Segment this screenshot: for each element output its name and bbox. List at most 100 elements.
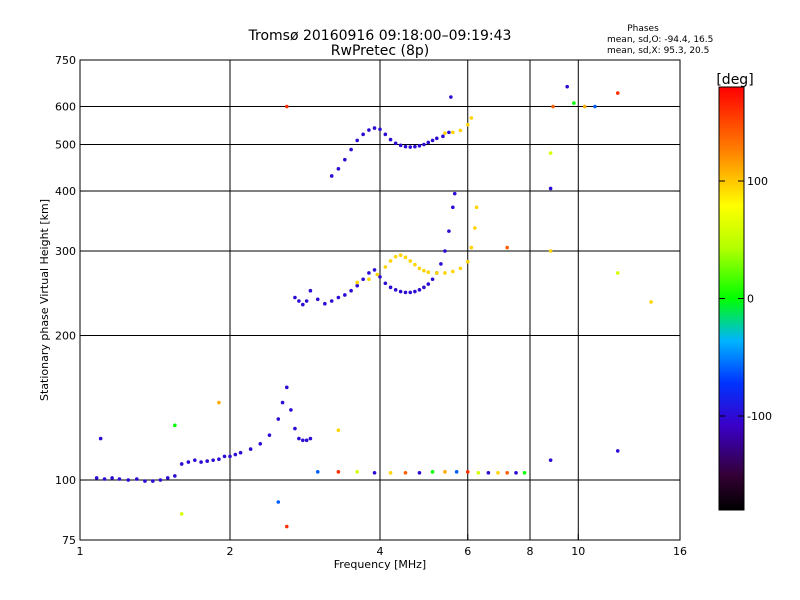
data-point bbox=[496, 471, 500, 475]
data-point bbox=[289, 408, 293, 412]
data-point bbox=[361, 277, 365, 282]
data-point bbox=[443, 131, 447, 135]
chart-title: Tromsø 20160916 09:18:00–09:19:43 bbox=[248, 28, 512, 44]
data-point bbox=[505, 245, 509, 250]
data-point bbox=[388, 471, 393, 475]
data-point bbox=[426, 140, 431, 145]
data-point bbox=[572, 101, 576, 105]
data-point bbox=[417, 288, 422, 292]
data-point bbox=[422, 268, 426, 273]
y-tick-label: 300 bbox=[55, 245, 76, 258]
data-point bbox=[205, 459, 209, 463]
data-point bbox=[304, 438, 309, 443]
data-point bbox=[422, 285, 426, 290]
data-point bbox=[615, 271, 620, 275]
data-point bbox=[94, 476, 99, 480]
data-point bbox=[615, 449, 620, 453]
data-point bbox=[173, 423, 177, 428]
data-point bbox=[443, 271, 447, 275]
data-point bbox=[443, 470, 447, 474]
stats-heading: Phases bbox=[627, 24, 659, 34]
colorbar-ticks: 100 0 -100 bbox=[719, 175, 772, 423]
data-point bbox=[565, 84, 569, 89]
data-point bbox=[403, 255, 408, 260]
data-point bbox=[465, 259, 470, 264]
data-point bbox=[388, 137, 393, 142]
data-point bbox=[349, 288, 353, 293]
data-point bbox=[403, 290, 408, 295]
data-point bbox=[398, 253, 403, 258]
data-point bbox=[378, 127, 382, 132]
data-point bbox=[329, 174, 334, 178]
data-point bbox=[514, 471, 518, 475]
x-tick-label: 1 bbox=[77, 545, 84, 558]
data-point bbox=[179, 512, 184, 516]
data-point bbox=[280, 400, 285, 405]
data-point bbox=[398, 143, 403, 148]
data-point bbox=[134, 477, 139, 481]
data-point bbox=[367, 271, 371, 275]
data-point bbox=[238, 450, 243, 455]
data-point bbox=[343, 157, 347, 162]
data-point bbox=[393, 254, 398, 259]
data-point bbox=[110, 476, 114, 480]
data-point bbox=[267, 433, 272, 437]
data-point bbox=[474, 205, 479, 210]
data-point bbox=[276, 500, 281, 504]
stats-x-line: mean, sd,X: 95.3, 20.5 bbox=[607, 46, 709, 56]
data-point bbox=[315, 470, 320, 474]
y-axis-label: Stationary phase Virtual Height [km] bbox=[38, 199, 51, 401]
data-point bbox=[413, 144, 417, 149]
x-tick-label: 16 bbox=[673, 545, 687, 558]
data-point bbox=[329, 299, 334, 303]
colorbar-tick-label: 100 bbox=[747, 175, 768, 188]
data-point bbox=[422, 142, 426, 147]
data-point bbox=[615, 91, 620, 95]
x-tick-label: 4 bbox=[377, 545, 384, 558]
data-point bbox=[403, 471, 408, 475]
x-axis: 1 2 4 6 8 10 16 bbox=[77, 534, 687, 558]
y-axis: 75 100 200 300 400 500 600 750 bbox=[55, 54, 680, 547]
data-point bbox=[430, 138, 435, 143]
chart-subtitle: RwPretec (8p) bbox=[331, 43, 429, 59]
data-point bbox=[430, 277, 435, 282]
data-point bbox=[449, 95, 453, 99]
grid-lines bbox=[80, 60, 680, 540]
colorbar-tick-label: 0 bbox=[747, 293, 754, 306]
data-point bbox=[486, 471, 491, 475]
x-tick-label: 6 bbox=[464, 545, 471, 558]
data-point bbox=[473, 226, 477, 230]
data-point bbox=[165, 476, 170, 480]
data-point bbox=[372, 126, 377, 130]
data-point bbox=[548, 151, 553, 155]
data-point bbox=[398, 289, 403, 294]
x-tick-label: 8 bbox=[527, 545, 534, 558]
data-point bbox=[336, 167, 341, 171]
data-point bbox=[228, 454, 232, 459]
data-point bbox=[452, 191, 457, 196]
data-point bbox=[186, 460, 191, 464]
data-point bbox=[443, 249, 447, 253]
data-point bbox=[284, 104, 289, 109]
data-point bbox=[434, 271, 439, 275]
data-point bbox=[458, 128, 463, 133]
data-point bbox=[548, 249, 553, 253]
data-point bbox=[304, 299, 309, 303]
data-point bbox=[378, 275, 382, 279]
data-point bbox=[372, 471, 377, 475]
data-point bbox=[308, 288, 313, 293]
data-point bbox=[388, 259, 393, 263]
data-point bbox=[451, 269, 455, 274]
y-tick-label: 400 bbox=[55, 185, 76, 198]
data-point bbox=[465, 470, 470, 474]
data-point bbox=[408, 290, 413, 295]
y-tick-label: 75 bbox=[62, 534, 76, 547]
data-point bbox=[417, 266, 422, 271]
data-point bbox=[548, 186, 553, 191]
data-point bbox=[217, 457, 221, 462]
data-point bbox=[276, 417, 281, 421]
data-point bbox=[355, 470, 359, 474]
data-point bbox=[454, 470, 459, 474]
data-point bbox=[393, 288, 398, 292]
